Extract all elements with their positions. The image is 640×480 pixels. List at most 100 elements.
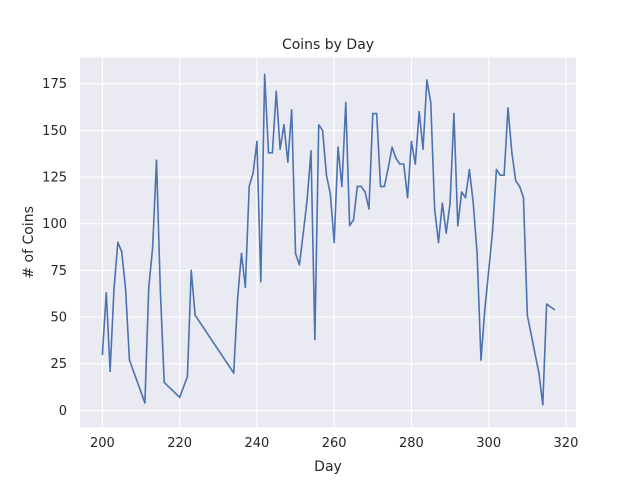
data-point bbox=[472, 202, 475, 204]
data-point bbox=[263, 73, 266, 76]
x-tick-label: 240 bbox=[245, 436, 270, 451]
data-point bbox=[147, 286, 150, 289]
data-point bbox=[321, 129, 324, 132]
data-point bbox=[248, 185, 250, 188]
data-point bbox=[317, 124, 320, 126]
data-point bbox=[402, 163, 405, 165]
data-point bbox=[271, 152, 274, 154]
data-point bbox=[190, 269, 193, 272]
x-axis-ticks: 200 220 240 260 280 300 320 bbox=[90, 436, 578, 451]
data-point bbox=[294, 252, 297, 255]
x-tick-label: 320 bbox=[554, 436, 579, 451]
data-point bbox=[518, 185, 521, 188]
data-point bbox=[507, 107, 509, 109]
data-point bbox=[128, 359, 131, 361]
data-point bbox=[522, 196, 525, 199]
data-point bbox=[290, 109, 293, 111]
data-point bbox=[337, 146, 339, 148]
data-point bbox=[144, 402, 146, 404]
data-point bbox=[422, 148, 424, 150]
grid bbox=[80, 57, 576, 428]
y-axis-ticks: 0 25 50 75 100 125 150 175 bbox=[42, 77, 67, 419]
x-tick-label: 200 bbox=[90, 436, 115, 451]
data-point bbox=[109, 370, 111, 373]
data-point bbox=[480, 359, 482, 361]
data-point bbox=[418, 110, 420, 113]
series-layer bbox=[101, 73, 556, 406]
data-point bbox=[178, 396, 181, 399]
data-point bbox=[283, 124, 285, 126]
data-point bbox=[124, 288, 127, 290]
data-point bbox=[395, 157, 397, 160]
data-point bbox=[314, 338, 316, 341]
data-point bbox=[333, 241, 335, 244]
y-tick-label: 150 bbox=[42, 124, 67, 139]
data-point bbox=[364, 191, 366, 193]
data-point bbox=[426, 79, 428, 81]
data-point bbox=[275, 90, 278, 92]
data-point bbox=[538, 372, 540, 374]
y-tick-label: 175 bbox=[42, 77, 67, 92]
data-point bbox=[344, 101, 347, 104]
data-point bbox=[445, 232, 448, 234]
data-point bbox=[399, 163, 401, 165]
data-point bbox=[252, 172, 254, 175]
x-tick-label: 300 bbox=[476, 436, 501, 451]
data-point bbox=[391, 146, 393, 148]
data-point bbox=[341, 185, 343, 188]
data-point bbox=[306, 198, 308, 201]
chart-title: Coins by Day bbox=[282, 37, 374, 53]
data-point bbox=[433, 208, 436, 210]
data-point bbox=[329, 193, 332, 195]
data-point bbox=[236, 297, 239, 300]
data-point bbox=[541, 404, 544, 406]
data-point bbox=[441, 202, 444, 204]
data-point bbox=[476, 252, 478, 255]
data-point bbox=[240, 252, 243, 255]
data-point bbox=[514, 180, 517, 182]
data-point bbox=[429, 101, 432, 104]
data-point bbox=[360, 185, 363, 188]
data-point bbox=[410, 140, 413, 143]
x-tick-label: 260 bbox=[322, 436, 347, 451]
data-point bbox=[163, 381, 166, 384]
data-point bbox=[464, 196, 467, 199]
data-point bbox=[356, 185, 359, 188]
data-point bbox=[348, 224, 351, 227]
data-point bbox=[194, 314, 196, 317]
data-point bbox=[511, 152, 513, 154]
data-point bbox=[383, 185, 386, 188]
x-axis-label: Day bbox=[314, 459, 342, 475]
data-point bbox=[453, 112, 455, 115]
data-point bbox=[503, 174, 505, 176]
data-point bbox=[368, 208, 370, 210]
y-tick-label: 75 bbox=[50, 264, 67, 279]
data-point bbox=[232, 372, 235, 374]
data-point bbox=[267, 152, 270, 154]
data-point bbox=[484, 308, 486, 311]
y-tick-label: 0 bbox=[59, 404, 67, 419]
data-point bbox=[325, 174, 328, 176]
data-point bbox=[117, 241, 119, 244]
data-point bbox=[159, 290, 162, 292]
y-axis-label: # of Coins bbox=[21, 206, 37, 279]
data-point bbox=[279, 148, 281, 150]
data-point bbox=[526, 314, 529, 317]
data-point bbox=[256, 140, 258, 143]
data-point bbox=[302, 232, 305, 234]
x-tick-label: 220 bbox=[167, 436, 192, 451]
data-point bbox=[287, 161, 289, 163]
y-tick-label: 125 bbox=[42, 171, 67, 186]
data-point bbox=[352, 219, 355, 221]
data-point bbox=[113, 288, 115, 290]
data-point bbox=[372, 112, 374, 115]
data-point bbox=[437, 241, 440, 244]
data-point bbox=[456, 224, 459, 227]
data-point bbox=[259, 280, 262, 283]
data-point bbox=[379, 185, 382, 188]
data-point bbox=[487, 269, 490, 272]
data-point bbox=[545, 303, 548, 305]
data-point bbox=[375, 112, 378, 115]
data-point bbox=[449, 202, 451, 204]
